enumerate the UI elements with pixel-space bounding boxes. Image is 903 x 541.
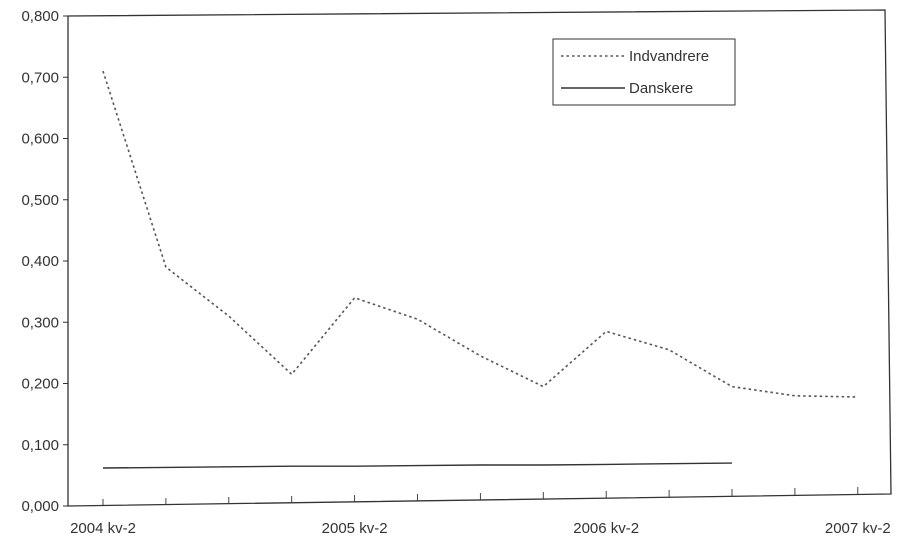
data-point-danskere	[668, 463, 670, 465]
data-point-indvandrere	[857, 396, 859, 398]
data-point-danskere	[291, 465, 293, 467]
y-tick-label: 0,300	[21, 314, 59, 331]
data-point-indvandrere	[605, 331, 607, 333]
data-point-danskere	[228, 466, 230, 468]
plot-area-frame	[67, 9, 892, 507]
data-point-indvandrere	[480, 355, 482, 357]
y-tick-label: 0,000	[21, 498, 59, 515]
y-axis: 0,000 0,100 0,200 0,300 0,400 0,500 0,600 0,700…	[21, 8, 68, 515]
data-point-indvandrere	[668, 349, 670, 351]
data-point-danskere	[165, 467, 167, 469]
data-point-indvandrere	[794, 395, 796, 397]
x-tick-label: 2005 kv-2	[322, 520, 388, 537]
data-point-indvandrere	[102, 70, 104, 72]
y-tick-label: 0,200	[21, 376, 59, 393]
legend-label-danskere: Danskere	[629, 80, 693, 97]
y-tick-label: 0,800	[21, 8, 59, 25]
data-point-indvandrere	[543, 386, 545, 388]
series-layer	[102, 70, 858, 469]
x-axis: 2004 kv-2 2005 kv-2 2006 kv-2 2007 kv-2	[70, 487, 891, 537]
data-point-indvandrere	[291, 374, 293, 376]
data-point-danskere	[543, 464, 545, 466]
legend-label-indvandrere: Indvandrere	[629, 48, 709, 65]
y-tick-label: 0,600	[21, 131, 59, 148]
data-point-danskere	[354, 465, 356, 467]
data-point-danskere	[480, 464, 482, 466]
data-point-danskere	[417, 465, 419, 467]
x-tick-label: 2006 kv-2	[573, 520, 639, 537]
y-tick-label: 0,500	[21, 192, 59, 209]
legend: Indvandrere Danskere	[552, 38, 736, 106]
series-line-danskere	[102, 462, 733, 469]
series-line-indvandrere	[102, 70, 858, 398]
legend-box	[552, 38, 736, 106]
data-point-indvandrere	[731, 386, 733, 388]
y-tick-label: 0,100	[21, 437, 59, 454]
data-point-indvandrere	[354, 297, 356, 299]
data-point-danskere	[731, 462, 733, 464]
x-tick-label: 2007 kv-2	[825, 520, 891, 537]
data-point-indvandrere	[228, 315, 230, 317]
data-point-indvandrere	[165, 266, 167, 268]
y-tick-label: 0,400	[21, 253, 59, 270]
data-point-indvandrere	[417, 318, 419, 320]
data-point-danskere	[605, 464, 607, 466]
x-tick-label: 2004 kv-2	[70, 520, 136, 537]
data-point-danskere	[102, 467, 104, 469]
y-tick-label: 0,700	[21, 69, 59, 86]
